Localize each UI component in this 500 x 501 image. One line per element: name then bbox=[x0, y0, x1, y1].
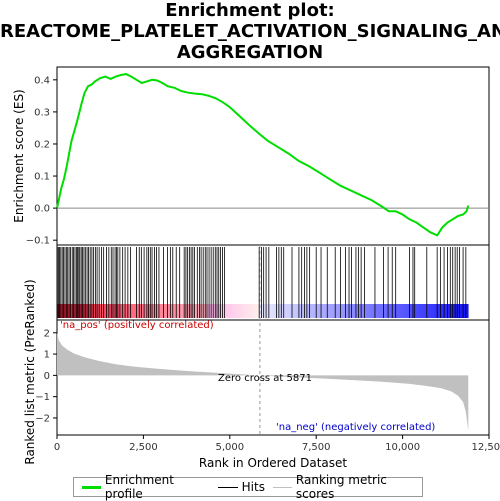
rank-color-segment bbox=[180, 304, 184, 318]
rank-color-segment bbox=[132, 304, 136, 318]
legend-enrichment-label: Enrichment profile bbox=[105, 473, 210, 501]
es-y-tick-label: 0.4 bbox=[34, 75, 50, 86]
rank-y-tick-label: −1 bbox=[35, 392, 50, 403]
x-ticks: 0 2,500 5,000 7,500 10,000 12,500 bbox=[54, 435, 500, 453]
legend-ranking-swatch bbox=[273, 487, 292, 488]
rank-y-tick-label: 1 bbox=[44, 350, 50, 361]
rank-color-segment bbox=[317, 304, 321, 318]
rank-color-segment bbox=[242, 304, 246, 318]
rank-color-segment bbox=[362, 304, 366, 318]
rank-color-segment bbox=[369, 304, 373, 318]
neg-annotation: 'na_neg' (negatively correlated) bbox=[276, 422, 435, 433]
rank-color-segment bbox=[252, 304, 256, 318]
x-tick-label: 5,000 bbox=[215, 442, 244, 453]
rank-color-segment bbox=[300, 304, 304, 318]
legend-hits-swatch bbox=[218, 487, 238, 488]
rank-color-segment bbox=[365, 304, 369, 318]
rank-color-segment bbox=[396, 304, 400, 318]
rank-color-segment bbox=[160, 304, 164, 318]
rank-color-segment bbox=[311, 304, 315, 318]
rank-color-segment bbox=[269, 304, 273, 318]
rank-color-segment bbox=[372, 304, 376, 318]
rank-color-segment bbox=[177, 304, 181, 318]
legend-ranking-label: Ranking metric scores bbox=[296, 473, 422, 501]
rank-color-segment bbox=[174, 304, 178, 318]
es-y-tick-label: 0.2 bbox=[34, 139, 50, 150]
rank-y-tick-label: −2 bbox=[35, 413, 50, 424]
pos-annotation: 'na_pos' (positively correlated) bbox=[60, 320, 214, 331]
rank-color-segment bbox=[225, 304, 229, 318]
es-y-tick-label: 0.1 bbox=[34, 172, 50, 183]
rank-color-segment bbox=[321, 304, 325, 318]
rank-color-segment bbox=[235, 304, 239, 318]
rank-color-segment bbox=[64, 304, 68, 318]
es-y-tick-label: −0.1 bbox=[26, 236, 50, 247]
es-y-label: Enrichment score (ES) bbox=[12, 89, 26, 222]
x-tick-label: 12,500 bbox=[472, 442, 500, 453]
es-panel bbox=[57, 67, 489, 245]
rank-y-label: Ranked list metric (PreRanked) bbox=[23, 279, 37, 464]
rank-color-segment bbox=[126, 304, 130, 318]
rank-color-segment bbox=[431, 304, 435, 318]
rank-color-segment bbox=[376, 304, 380, 318]
legend-enrichment-swatch bbox=[82, 486, 101, 489]
rank-color-segment bbox=[328, 304, 332, 318]
es-y-ticks: −0.1 0.0 0.1 0.2 0.3 0.4 bbox=[26, 75, 57, 246]
rank-color-segment bbox=[156, 304, 160, 318]
rank-color-segment bbox=[413, 304, 417, 318]
legend-enrichment: Enrichment profile bbox=[82, 473, 210, 501]
rank-color-segment bbox=[115, 304, 119, 318]
rank-color-segment bbox=[105, 304, 109, 318]
rank-color-segment bbox=[400, 304, 404, 318]
x-axis-label: Rank in Ordered Dataset bbox=[199, 456, 347, 470]
rank-color-segment bbox=[245, 304, 249, 318]
rank-color-segment bbox=[232, 304, 236, 318]
zero-cross-annotation: Zero cross at 5871 bbox=[218, 373, 312, 384]
rank-y-ticks: 2 1 0 −1 −2 bbox=[35, 328, 57, 424]
rank-color-segment bbox=[352, 304, 356, 318]
rank-color-segment bbox=[293, 304, 297, 318]
rank-color-segment bbox=[403, 304, 407, 318]
rank-color-segment bbox=[287, 304, 291, 318]
es-y-tick-label: 0.3 bbox=[34, 107, 50, 118]
rank-y-tick-label: 0 bbox=[44, 371, 50, 382]
x-tick-label: 0 bbox=[54, 442, 60, 453]
rank-color-segment bbox=[420, 304, 424, 318]
rank-color-segment bbox=[383, 304, 387, 318]
rank-color-segment bbox=[143, 304, 147, 318]
rank-color-segment bbox=[239, 304, 243, 318]
rank-color-segment bbox=[427, 304, 431, 318]
rank-color-segment bbox=[417, 304, 421, 318]
rank-color-segment bbox=[228, 304, 232, 318]
x-tick-label: 7,500 bbox=[302, 442, 331, 453]
rank-color-segment bbox=[341, 304, 345, 318]
legend-ranking: Ranking metric scores bbox=[273, 473, 422, 501]
rank-color-segment bbox=[379, 304, 383, 318]
rank-color-segment bbox=[448, 304, 452, 318]
rank-color-bar bbox=[57, 304, 469, 318]
rank-color-segment bbox=[276, 304, 280, 318]
rank-color-segment bbox=[307, 304, 311, 318]
es-y-tick-label: 0.0 bbox=[34, 204, 50, 215]
rank-color-segment bbox=[338, 304, 342, 318]
rank-y-tick-label: 2 bbox=[44, 328, 50, 339]
rank-color-segment bbox=[359, 304, 363, 318]
x-tick-label: 10,000 bbox=[385, 442, 420, 453]
legend-hits: Hits bbox=[218, 480, 265, 494]
legend: Enrichment profile Hits Ranking metric s… bbox=[73, 477, 423, 497]
legend-hits-label: Hits bbox=[242, 480, 265, 494]
rank-color-segment bbox=[249, 304, 253, 318]
x-tick-label: 2,500 bbox=[129, 442, 158, 453]
rank-color-segment bbox=[119, 304, 123, 318]
rank-color-segment bbox=[331, 304, 335, 318]
rank-color-segment bbox=[465, 304, 469, 318]
